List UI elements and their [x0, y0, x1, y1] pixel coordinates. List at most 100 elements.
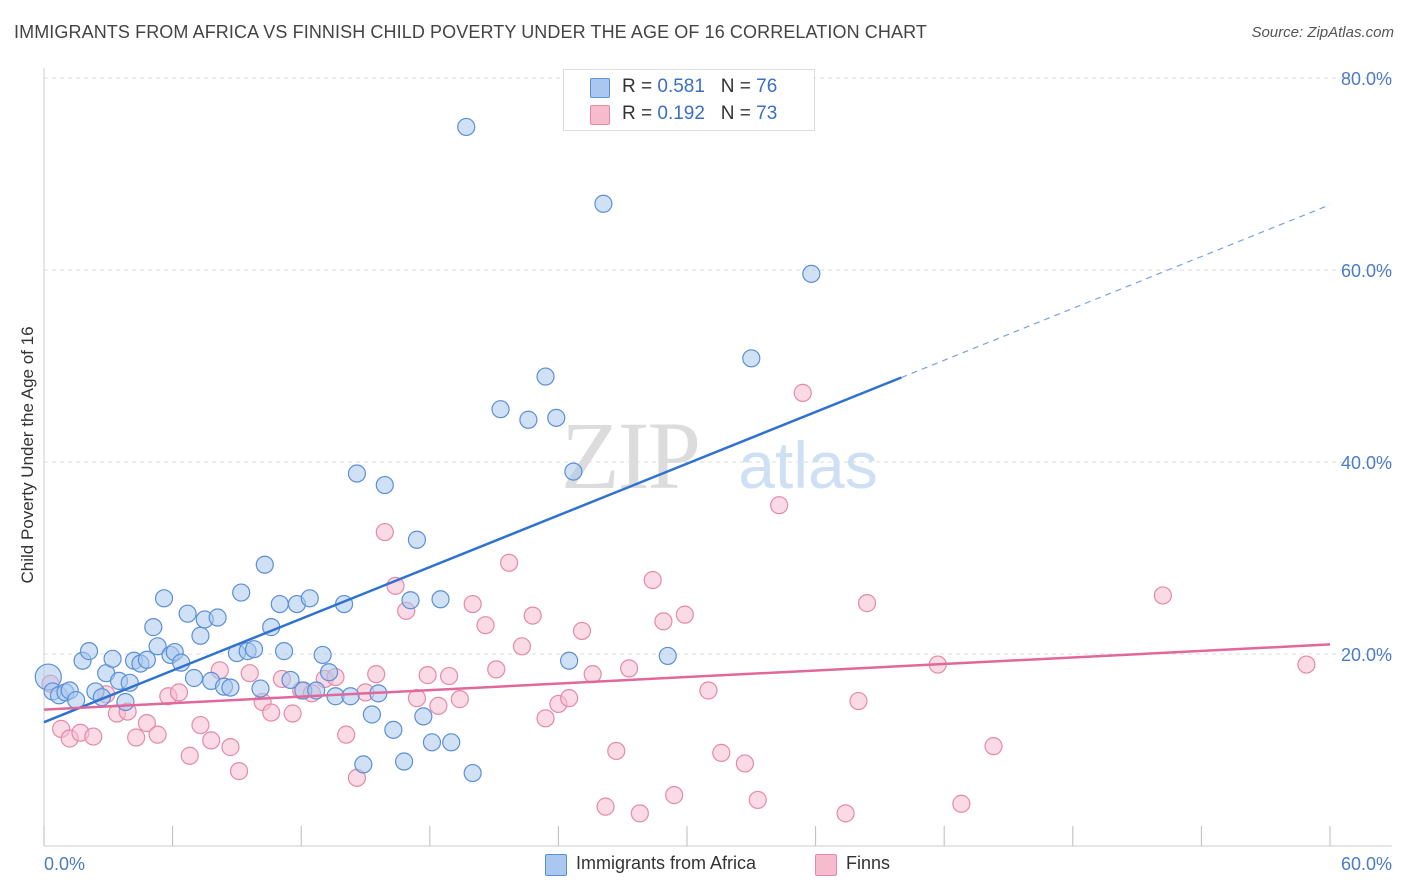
finns-point — [793, 383, 812, 402]
finns-point — [180, 746, 199, 765]
africa-point — [319, 663, 339, 682]
africa-point — [244, 640, 264, 659]
africa-point — [401, 591, 420, 610]
africa-point — [457, 117, 476, 137]
africa-point — [407, 530, 427, 549]
chart-source: Source: ZipAtlas.com — [1251, 24, 1394, 41]
finns-point — [699, 681, 718, 700]
africa-point — [221, 678, 240, 697]
africa-point — [658, 646, 677, 666]
finns-point — [439, 666, 459, 686]
africa-point — [802, 264, 821, 283]
africa-trendline-extension — [901, 204, 1331, 379]
finns-point — [229, 762, 249, 781]
africa-point — [255, 555, 274, 574]
r-label: R = — [622, 103, 653, 124]
africa-point — [144, 618, 163, 637]
y-tick-label: 60.0% — [1341, 261, 1392, 281]
africa-point — [422, 733, 442, 752]
finns-point — [536, 709, 555, 728]
finns-point — [137, 714, 156, 733]
africa-point — [116, 692, 135, 712]
n-label: N = — [720, 103, 751, 124]
gridlines — [43, 68, 1392, 847]
legend-swatch-africa — [545, 854, 567, 876]
finns-point — [463, 594, 482, 614]
africa-point — [594, 194, 613, 213]
r-value: 0.581 — [657, 76, 705, 97]
africa-point — [362, 705, 382, 724]
finns-point — [476, 616, 495, 635]
finns-point — [630, 804, 649, 823]
africa-point — [184, 668, 204, 688]
africa-point — [414, 707, 433, 726]
africa-point — [347, 464, 367, 483]
finns-point — [375, 522, 394, 542]
africa-point — [251, 679, 270, 698]
finns-point — [127, 728, 146, 747]
finns-point — [191, 715, 210, 735]
africa-point — [536, 367, 555, 386]
finns-point — [984, 737, 1003, 756]
africa-point — [384, 720, 403, 739]
finns-point — [748, 790, 767, 810]
finns-point — [583, 665, 602, 684]
legend-swatch-finns — [815, 854, 837, 876]
africa-point — [547, 408, 566, 427]
chart-title: IMMIGRANTS FROM AFRICA VS FINNISH CHILD … — [14, 22, 927, 42]
africa-point — [281, 670, 300, 690]
finns-point — [1297, 655, 1316, 674]
finns-point — [836, 804, 855, 823]
finns-point — [735, 754, 754, 773]
x-tick-label-max: 60.0% — [1341, 854, 1392, 874]
finns-point — [221, 738, 240, 757]
x-tick-label-min: 0.0% — [44, 854, 85, 874]
y-tick-label: 80.0% — [1341, 69, 1392, 89]
y-axis-tick-labels: 20.0% 40.0% 60.0% 80.0% — [1341, 69, 1392, 665]
finns-point — [654, 612, 673, 631]
finns-point — [665, 786, 684, 805]
finns-point — [202, 731, 221, 750]
n-value: 73 — [756, 103, 778, 124]
x-axis-ticks — [43, 826, 1331, 846]
finns-point — [523, 606, 542, 625]
africa-point — [463, 763, 482, 783]
africa-point — [394, 752, 414, 771]
finns-point — [849, 691, 868, 711]
africa-point — [300, 589, 319, 608]
finns-point — [1153, 586, 1172, 605]
r-label: R = — [622, 76, 653, 97]
finns-point — [450, 690, 469, 709]
africa-point — [208, 608, 227, 627]
watermark-zip: ZIP — [561, 402, 699, 509]
africa-swatch — [590, 78, 610, 98]
finns-point — [262, 703, 281, 722]
finns-point — [675, 605, 694, 624]
finns-point — [487, 660, 506, 679]
n-label: N = — [720, 76, 751, 97]
africa-point — [178, 604, 197, 623]
finns-point — [283, 704, 302, 723]
africa-point — [564, 462, 583, 481]
africa-point — [442, 733, 461, 752]
finns-point — [337, 725, 356, 744]
finns-point — [952, 794, 971, 813]
africa-point — [154, 589, 174, 608]
africa-point — [103, 649, 122, 668]
watermark-atlas: atlas — [738, 428, 877, 502]
africa-point — [270, 594, 289, 614]
legend-label-africa: Immigrants from Africa — [576, 853, 757, 873]
africa-point — [375, 475, 394, 495]
africa-point — [137, 650, 156, 669]
finns-point — [620, 659, 639, 678]
africa-point — [341, 687, 360, 706]
finns-point — [148, 725, 167, 744]
finns-point — [512, 637, 532, 656]
stats-legend: R = 0.581 N = 76 R = 0.192 N = 73 — [563, 69, 815, 131]
africa-point — [560, 651, 579, 670]
finns-point — [643, 570, 662, 590]
finns-point — [367, 665, 386, 684]
finns-point — [169, 683, 189, 702]
africa-point — [354, 755, 373, 774]
finns-point — [712, 743, 731, 762]
